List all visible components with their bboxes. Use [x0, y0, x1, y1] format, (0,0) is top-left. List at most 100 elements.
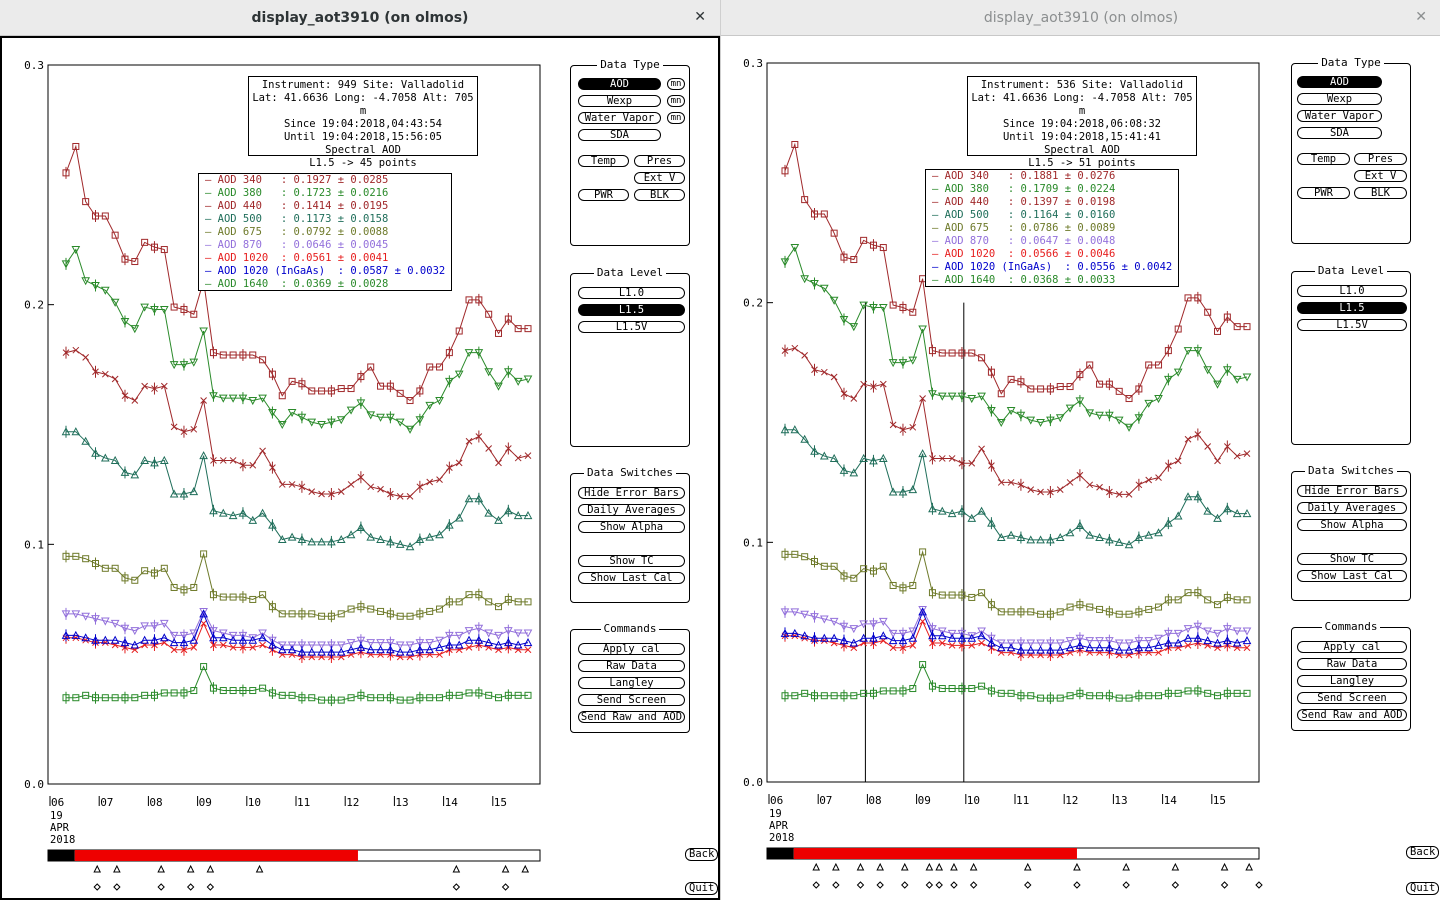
hide-error-bars-button[interactable]: Hide Error Bars	[1297, 485, 1407, 497]
data-point	[465, 689, 473, 697]
close-icon[interactable]: ✕	[1415, 9, 1427, 25]
data-point	[415, 639, 425, 648]
apply-cal-button[interactable]: Apply cal	[1297, 641, 1407, 653]
data-point	[928, 504, 937, 513]
data-point	[269, 464, 276, 471]
data-point	[928, 589, 936, 597]
data-point	[1017, 692, 1025, 700]
level-l15v-button[interactable]: L1.5V	[1297, 319, 1407, 331]
show-last-cal-button[interactable]: Show Last Cal	[1297, 570, 1407, 582]
data-point	[474, 635, 484, 644]
legend-entry: — AOD 675 : 0.0792 ± 0.0088	[205, 226, 389, 238]
show-alpha-button[interactable]: Show Alpha	[1297, 519, 1407, 531]
mn-button[interactable]: mn	[667, 112, 685, 124]
data-point	[288, 610, 296, 618]
langley-button[interactable]: Langley	[1297, 675, 1407, 687]
data-point	[899, 303, 907, 311]
data-point	[376, 645, 385, 654]
data-point	[513, 640, 523, 649]
data-point	[1125, 395, 1133, 403]
mn-button[interactable]: mn	[667, 95, 685, 107]
back-button[interactable]: Back	[685, 848, 719, 861]
water-vapor-button[interactable]: Water Vapor	[1297, 110, 1382, 122]
data-point	[810, 210, 818, 218]
pwr-button[interactable]: PWR	[1297, 187, 1350, 199]
temp-button[interactable]: Temp	[578, 155, 629, 167]
level-l15v-button[interactable]: L1.5V	[578, 321, 685, 333]
blk-button[interactable]: BLK	[1354, 187, 1407, 199]
show-tc-button[interactable]: Show TC	[578, 555, 685, 567]
sda-button[interactable]: SDA	[578, 129, 661, 141]
x-tick-label: 06	[770, 794, 783, 807]
raw-data-button[interactable]: Raw Data	[578, 660, 685, 672]
level-l10-button[interactable]: L1.0	[1297, 285, 1407, 297]
data-point	[494, 631, 503, 640]
window-titlebar[interactable]: display_aot3910 (on olmos) ✕	[721, 0, 1440, 36]
data-point	[898, 636, 908, 645]
data-point	[179, 361, 189, 370]
level-l15-button[interactable]: L1.5	[1297, 302, 1407, 314]
daily-averages-button[interactable]: Daily Averages	[578, 504, 685, 516]
quit-button[interactable]: Quit	[685, 882, 719, 895]
level-l10-button[interactable]: L1.0	[578, 287, 685, 299]
ext-v-button[interactable]: Ext V	[634, 172, 685, 184]
ext-v-button[interactable]: Ext V	[1354, 170, 1407, 182]
daily-averages-button[interactable]: Daily Averages	[1297, 502, 1407, 514]
send-raw-and-aod-button[interactable]: Send Raw and AOD	[578, 711, 685, 723]
data-point	[317, 647, 326, 656]
wexp-button[interactable]: Wexp	[578, 95, 661, 107]
data-point	[1046, 639, 1055, 648]
close-icon[interactable]: ✕	[694, 9, 706, 25]
data-point	[967, 395, 977, 404]
series-line-870	[66, 610, 528, 646]
blk-button[interactable]: BLK	[634, 189, 685, 201]
show-last-cal-button[interactable]: Show Last Cal	[578, 572, 685, 584]
wexp-button[interactable]: Wexp	[1297, 93, 1382, 105]
data-point	[150, 305, 159, 315]
data-point	[425, 645, 435, 654]
water-vapor-button[interactable]: Water Vapor	[578, 112, 661, 124]
data-point	[1193, 347, 1203, 356]
data-point	[987, 687, 995, 695]
data-point	[199, 327, 208, 336]
window-titlebar[interactable]: display_aot3910 (on olmos) ✕	[0, 0, 720, 36]
info-line: Lat: 41.6636 Long: -4.7058 Alt: 705 m	[971, 92, 1193, 117]
info-line: Until 19:04:2018,15:41:41	[1002, 131, 1162, 143]
mn-button[interactable]: mn	[667, 78, 685, 90]
pres-button[interactable]: Pres	[634, 155, 685, 167]
data-point	[1233, 452, 1241, 460]
level-l15-button[interactable]: L1.5	[578, 304, 685, 316]
apply-cal-button[interactable]: Apply cal	[578, 643, 685, 655]
legend-entry: — AOD 1020 (InGaAs) : 0.0587 ± 0.0032	[205, 265, 446, 277]
pres-button[interactable]: Pres	[1354, 153, 1407, 165]
aod-button[interactable]: AOD	[578, 78, 661, 90]
sda-button[interactable]: SDA	[1297, 127, 1382, 139]
temp-button[interactable]: Temp	[1297, 153, 1350, 165]
data-point	[909, 642, 917, 649]
pwr-button[interactable]: PWR	[578, 189, 629, 201]
data-point	[1164, 629, 1173, 638]
raw-data-button[interactable]: Raw Data	[1297, 658, 1407, 670]
x-tick-label: 15	[494, 796, 507, 809]
show-alpha-button[interactable]: Show Alpha	[578, 521, 685, 533]
back-button[interactable]: Back	[1406, 846, 1440, 859]
data-point	[889, 581, 897, 589]
langley-button[interactable]: Langley	[578, 677, 685, 689]
data-point	[101, 564, 109, 572]
data-point	[504, 315, 512, 323]
quit-button[interactable]: Quit	[1406, 882, 1440, 895]
data-point	[406, 493, 414, 500]
send-raw-and-aod-button[interactable]: Send Raw and AOD	[1297, 709, 1407, 721]
data-point	[386, 413, 395, 422]
data-point	[996, 419, 1006, 428]
hide-error-bars-button[interactable]: Hide Error Bars	[578, 487, 685, 499]
data-point	[909, 308, 917, 316]
data-point	[100, 286, 110, 295]
data-point	[150, 635, 159, 644]
send-screen-button[interactable]: Send Screen	[578, 694, 685, 706]
data-point	[1173, 638, 1183, 647]
aod-button[interactable]: AOD	[1297, 76, 1382, 88]
data-point	[298, 380, 306, 388]
show-tc-button[interactable]: Show TC	[1297, 553, 1407, 565]
send-screen-button[interactable]: Send Screen	[1297, 692, 1407, 704]
